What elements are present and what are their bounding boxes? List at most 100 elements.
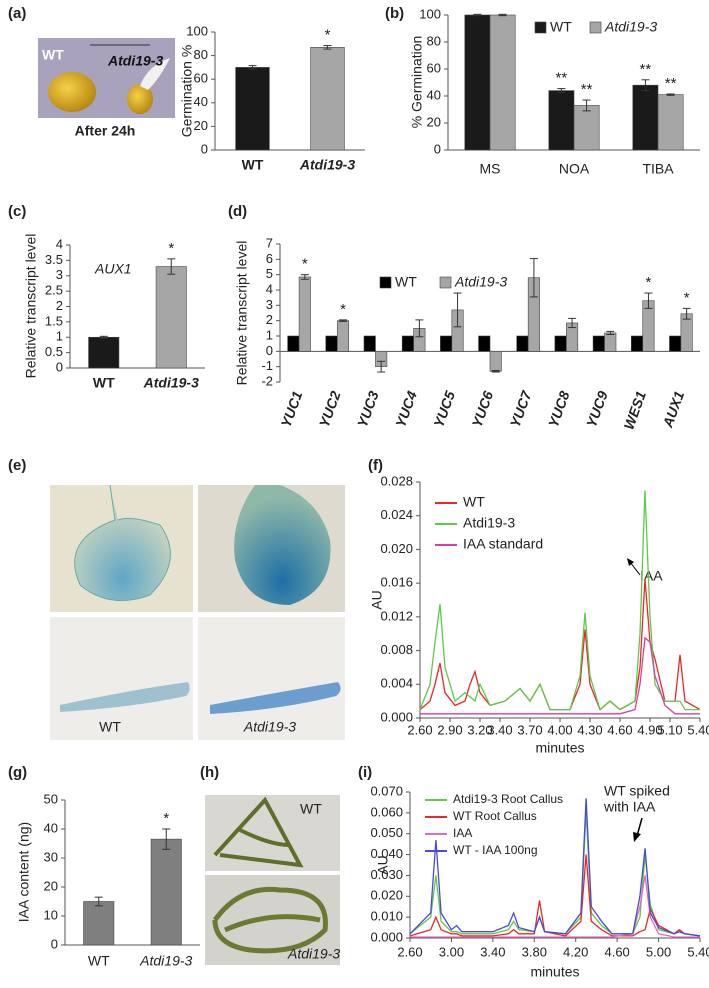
photo <box>205 795 340 871</box>
x-tick-label: YUC1 <box>278 389 306 430</box>
significance: * <box>340 301 346 318</box>
y-tick-label: 4 <box>56 236 63 251</box>
y-tick-label: 0.016 <box>380 575 413 590</box>
x-tick-label: WT <box>88 953 110 969</box>
y-axis-title: Relative transcript level <box>23 234 39 379</box>
x-tick-label: 3.20 <box>467 722 492 737</box>
y-tick-label: 0.050 <box>370 825 403 840</box>
y-tick-label: 2.5 <box>45 283 63 298</box>
significance: ** <box>640 61 652 78</box>
y-tick-label: 50 <box>44 791 58 806</box>
y-tick-label: 6 <box>266 251 273 266</box>
x-tick-label: 5.10 <box>657 722 682 737</box>
y-tick-label: -2 <box>261 373 273 388</box>
root <box>60 682 190 712</box>
x-tick-label: AUX1 <box>659 389 687 431</box>
x-tick-label: 2.60 <box>397 944 422 959</box>
legend-swatch <box>439 276 452 289</box>
caption: After 24h <box>75 123 136 139</box>
leaf <box>234 485 331 605</box>
bar <box>363 335 376 352</box>
arrow-head <box>627 558 634 566</box>
panel-label: (b) <box>385 5 404 22</box>
y-tick-label: -1 <box>261 358 273 373</box>
photo-label: Atdi19-3 <box>243 719 296 735</box>
bar <box>489 14 516 151</box>
y-axis-title: IAA content (ng) <box>16 822 32 922</box>
bar <box>657 94 684 151</box>
line-series <box>409 854 701 937</box>
x-tick-label: Atdi19-3 <box>139 953 192 969</box>
line-series <box>420 636 700 715</box>
annotation: AUX1 <box>94 261 132 277</box>
y-tick-label: 3 <box>56 267 63 282</box>
arrow-head <box>633 832 641 842</box>
bar <box>516 335 529 352</box>
root <box>210 682 341 714</box>
bar <box>478 335 491 352</box>
y-tick-label: 0.000 <box>380 709 413 724</box>
line-series <box>419 490 700 711</box>
x-tick-label: 2.60 <box>407 722 432 737</box>
panel-label: (c) <box>8 203 26 220</box>
significance: ** <box>665 75 677 92</box>
x-tick-label: YUC3 <box>354 389 382 430</box>
y-tick-label: 40 <box>427 87 441 102</box>
legend-swatch <box>534 21 547 34</box>
y-tick-label: 20 <box>44 878 58 893</box>
arrow <box>629 561 641 576</box>
y-tick-label: 1 <box>56 329 63 344</box>
bar <box>548 90 575 151</box>
y-axis-title: Germination % <box>179 45 195 138</box>
bar <box>310 47 345 151</box>
panel-label: (h) <box>200 764 219 781</box>
significance: ** <box>581 81 593 98</box>
y-tick-label: 20 <box>194 118 208 133</box>
bar <box>489 351 502 372</box>
y-tick-label: 0.040 <box>370 846 403 861</box>
x-tick-label: 3.80 <box>522 944 547 959</box>
bar <box>630 335 644 352</box>
bar <box>604 332 617 352</box>
x-tick-label: Atdi19-3 <box>299 157 355 173</box>
bar <box>336 320 350 352</box>
bar <box>325 335 338 352</box>
y-tick-label: 3 <box>266 297 273 312</box>
y-tick-label: 0.008 <box>380 642 413 657</box>
y-tick-label: 0 <box>51 936 58 951</box>
bar <box>83 901 115 946</box>
x-tick-label: YUC7 <box>507 388 535 430</box>
y-tick-label: 20 <box>427 114 441 129</box>
x-tick-label: WT <box>242 157 264 173</box>
x-tick-label: WT <box>93 375 115 391</box>
y-tick-label: 80 <box>427 33 441 48</box>
y-tick-label: 2 <box>266 312 273 327</box>
y-tick-label: 60 <box>427 60 441 75</box>
significance: ** <box>556 70 568 87</box>
y-tick-label: 4 <box>266 281 273 296</box>
bar <box>401 335 414 352</box>
y-tick-label: 0.012 <box>380 608 413 623</box>
y-tick-label: 1 <box>266 327 273 342</box>
x-tick-label: YUC6 <box>468 389 496 430</box>
callus <box>212 886 328 954</box>
y-tick-label: 0 <box>56 359 63 374</box>
y-axis-title: AU <box>369 590 385 609</box>
bar <box>669 335 682 352</box>
x-tick-label: MS <box>480 161 501 177</box>
x-tick-label: 3.00 <box>439 944 464 959</box>
panel-label: (f) <box>368 457 383 474</box>
y-axis-title: Relative transcript level <box>234 241 250 386</box>
annotation: WT spiked <box>604 783 670 799</box>
line-series <box>409 798 701 937</box>
bar <box>440 335 453 352</box>
x-tick-label: YUC5 <box>430 389 458 430</box>
bar <box>632 84 659 151</box>
legend-label: WT <box>550 19 572 35</box>
leaf <box>74 484 171 602</box>
x-tick-label: Atdi19-3 <box>143 375 199 391</box>
photo-label: Atdi19-3 <box>287 946 340 962</box>
x-tick-label: 4.00 <box>547 722 572 737</box>
y-tick-label: 0 <box>201 141 208 156</box>
y-tick-label: 0 <box>266 343 273 358</box>
